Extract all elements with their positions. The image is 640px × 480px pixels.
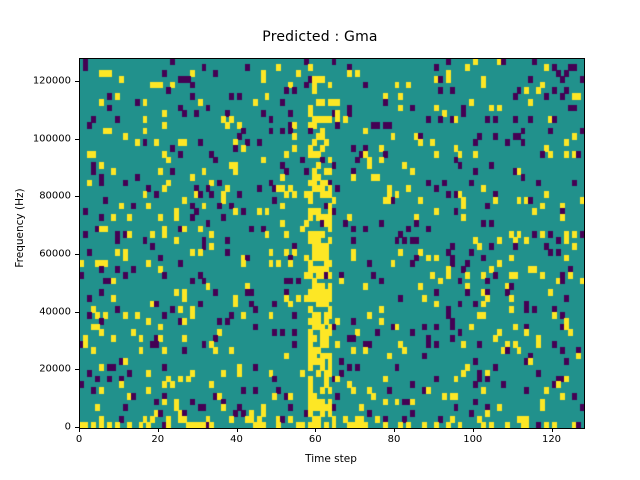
y-tick-mark — [75, 138, 79, 140]
y-tick-mark — [75, 369, 79, 371]
y-axis-label: Frequency (Hz) — [14, 188, 26, 268]
y-tick-label: 120000 — [32, 75, 71, 87]
y-tick-mark — [75, 427, 79, 428]
x-tick-mark — [79, 428, 80, 432]
x-axis-label: Time step — [305, 453, 357, 465]
x-tick-label: 120 — [541, 434, 562, 445]
heatmap-axes — [79, 58, 585, 429]
y-tick-label: 20000 — [39, 363, 71, 375]
page-title: Predicted : Gma — [262, 29, 378, 45]
y-tick-label: 0 — [64, 421, 71, 433]
x-tick-mark — [157, 428, 159, 432]
heatmap-image — [80, 59, 584, 428]
x-tick-mark — [394, 428, 395, 432]
x-tick-label: 100 — [463, 434, 483, 445]
x-tick-mark — [551, 428, 553, 432]
x-tick-label: 40 — [230, 434, 243, 445]
x-tick-mark — [472, 428, 474, 432]
y-tick-label: 60000 — [39, 248, 71, 260]
x-tick-label: 0 — [75, 434, 83, 445]
x-tick-mark — [315, 428, 317, 432]
y-tick-mark — [75, 311, 79, 313]
y-tick-mark — [75, 254, 79, 256]
x-tick-label: 80 — [387, 434, 401, 445]
y-tick-label: 80000 — [39, 190, 71, 202]
x-tick-label: 60 — [308, 434, 322, 445]
y-tick-label: 40000 — [39, 306, 71, 318]
x-tick-label: 20 — [151, 434, 165, 445]
y-tick-mark — [75, 81, 79, 83]
y-tick-mark — [75, 196, 79, 198]
y-tick-label: 100000 — [32, 133, 71, 145]
x-tick-mark — [236, 428, 238, 432]
